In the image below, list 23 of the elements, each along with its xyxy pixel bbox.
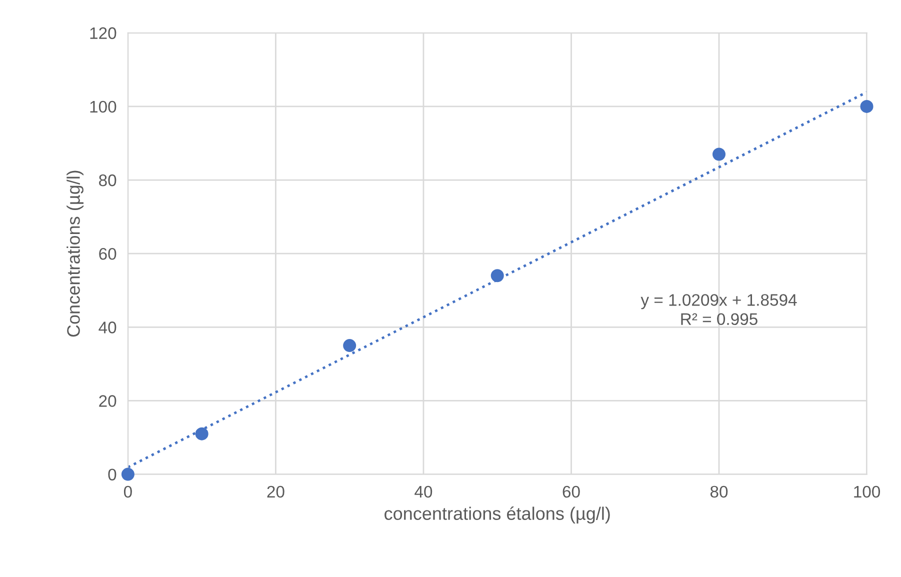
annotation: y = 1.0209x + 1.8594 — [640, 294, 797, 310]
y-tick-label: 120 — [90, 27, 116, 40]
x-tick-label: 80 — [710, 486, 728, 498]
y-tick-label: 100 — [90, 100, 116, 113]
x-tick-label: 0 — [124, 486, 132, 498]
point — [121, 468, 134, 481]
point — [712, 148, 726, 161]
x-tick-label: 40 — [414, 486, 432, 498]
point — [195, 427, 208, 440]
point — [343, 339, 356, 352]
y-tick-label: 60 — [99, 248, 116, 260]
x-tick-label: 20 — [267, 486, 284, 498]
y-tick-label: 0 — [108, 468, 116, 480]
y-tick-label: 20 — [99, 395, 116, 407]
y-tick-label: 40 — [98, 322, 116, 334]
annotation: R² = 0.995 — [681, 313, 758, 326]
x-tick-label: 100 — [854, 486, 880, 498]
point — [490, 269, 504, 282]
y-tick-label: 80 — [99, 174, 116, 186]
x-tick-label: 60 — [562, 486, 580, 498]
x-axis-title: concentrations étalons (µg/l) — [384, 506, 610, 524]
point — [860, 100, 874, 113]
y-axis-title: Concentrations (µg/l) — [66, 170, 84, 337]
